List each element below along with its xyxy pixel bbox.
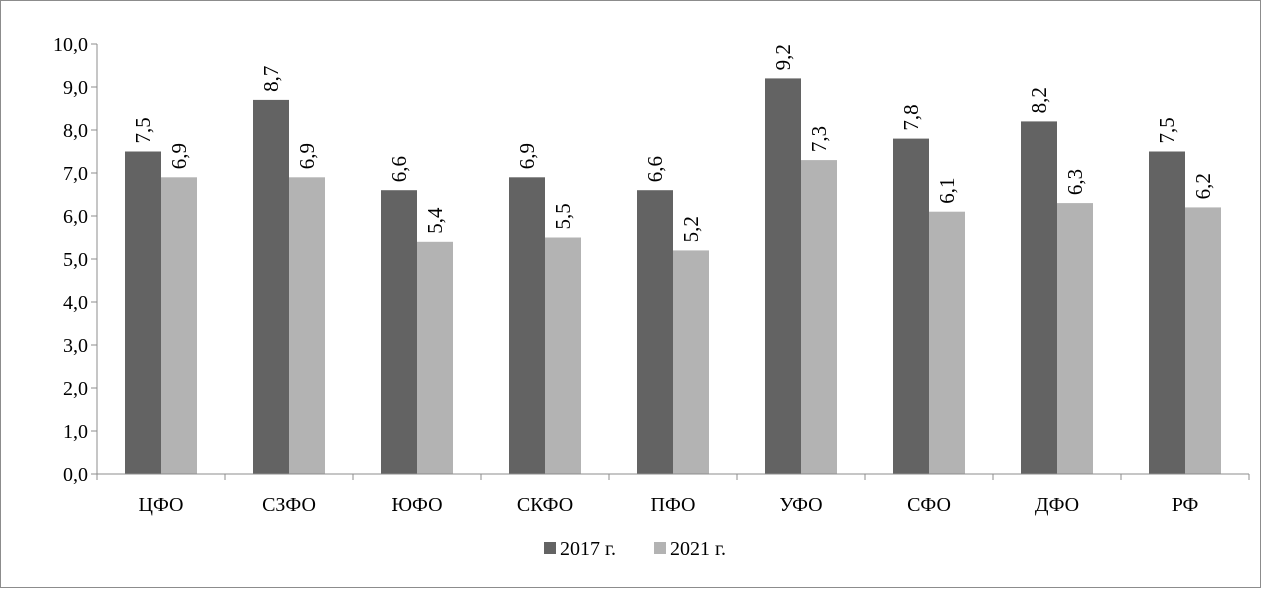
y-tick-label: 5,0: [63, 249, 88, 271]
y-tick-label: 3,0: [63, 335, 88, 357]
data-label: 7,5: [131, 117, 155, 143]
legend-label-1: 2017 г.: [560, 538, 616, 560]
y-axis: 0,0 1,0 2,0 3,0 4,0 5,0 6,0 7,0 8,0 9,0 10,0: [53, 34, 98, 486]
bar-series1-2: [381, 190, 417, 474]
data-label: 5,2: [679, 216, 703, 242]
data-label: 9,2: [771, 44, 795, 70]
data-label: 7,3: [807, 126, 831, 152]
bar-series2-1: [289, 177, 325, 475]
bar-series2-6: [929, 211, 965, 474]
bar-series2-7: [1057, 203, 1093, 474]
data-label: 6,9: [167, 143, 191, 169]
category-label: УФО: [779, 494, 822, 516]
category-label: ДФО: [1035, 494, 1079, 516]
bar-series1-1: [253, 99, 289, 475]
category-label: ЮФО: [391, 494, 442, 516]
data-labels: 7,5 6,9 8,7 6,9 6,6 5,4 6,9 5,5 6,6 5,2 9,2 7,3 7,8 6…: [131, 44, 1215, 242]
category-label: СФО: [907, 494, 951, 516]
bar-series2-4: [673, 250, 709, 474]
data-label: 6,9: [295, 143, 319, 169]
y-tick-label: 7,0: [63, 163, 88, 185]
data-label: 8,2: [1027, 87, 1051, 113]
y-tick-label: 1,0: [63, 421, 88, 443]
data-label: 6,3: [1063, 169, 1087, 195]
data-label: 6,1: [935, 177, 959, 203]
bar-series1-0: [125, 151, 161, 474]
y-tick-label: 2,0: [63, 378, 88, 400]
y-tick-label: 0,0: [63, 464, 88, 486]
category-label: ПФО: [651, 494, 696, 516]
bar-series1-4: [637, 190, 673, 474]
bar-series2-2: [417, 241, 453, 474]
bar-series1-6: [893, 138, 929, 474]
y-tick-label: 4,0: [63, 292, 88, 314]
category-label: СЗФО: [262, 494, 316, 516]
data-label: 6,6: [387, 156, 411, 182]
bar-series1-3: [509, 177, 545, 475]
category-label: СКФО: [517, 494, 573, 516]
category-label: ЦФО: [139, 494, 184, 516]
data-label: 7,8: [899, 104, 923, 130]
y-tick-label: 6,0: [63, 206, 88, 228]
y-tick-label: 9,0: [63, 77, 88, 99]
legend-swatch-1: [544, 542, 556, 554]
y-tick-label: 10,0: [53, 34, 88, 56]
data-label: 5,5: [551, 203, 575, 229]
bar-series2-0: [161, 177, 197, 475]
data-label: 8,7: [259, 66, 283, 92]
bar-series1-8: [1149, 151, 1185, 474]
category-label: РФ: [1172, 494, 1199, 516]
legend: 2017 г. 2021 г.: [544, 538, 726, 560]
y-tick-label: 8,0: [63, 120, 88, 142]
data-label: 6,2: [1191, 173, 1215, 199]
bar-series1-5: [765, 78, 801, 475]
legend-label-2: 2021 г.: [670, 538, 726, 560]
data-label: 7,5: [1155, 117, 1179, 143]
data-label: 5,4: [423, 207, 447, 234]
data-label: 6,6: [643, 156, 667, 182]
bar-series2-3: [545, 237, 581, 474]
bar-series2-5: [801, 160, 837, 474]
bar-series1-7: [1021, 121, 1057, 475]
bar-series2-8: [1185, 207, 1221, 474]
bars: [125, 78, 1221, 475]
data-label: 6,9: [515, 143, 539, 169]
legend-swatch-2: [654, 542, 666, 554]
x-axis: ЦФО СЗФО ЮФО СКФО ПФО УФО СФО ДФО РФ: [96, 473, 1250, 516]
